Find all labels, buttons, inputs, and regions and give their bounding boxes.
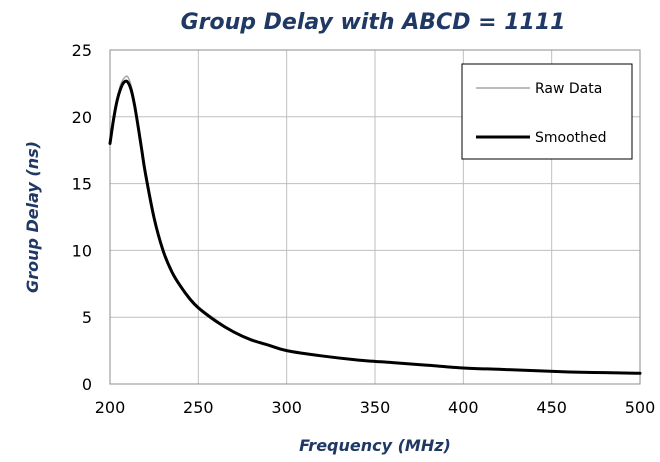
y-tick-label: 10	[72, 241, 92, 260]
x-tick-label: 250	[183, 398, 214, 417]
x-tick-label: 500	[625, 398, 656, 417]
x-axis-title: Frequency (MHz)	[299, 436, 451, 455]
legend-label-smoothed: Smoothed	[535, 130, 607, 146]
legend: Raw Data Smoothed	[461, 63, 633, 160]
plot-area-border	[109, 49, 641, 385]
x-tick-labels: 200 250 300 350 400 450 500	[95, 398, 656, 417]
series-lines	[108, 75, 642, 375]
chart-title: Group Delay with ABCD = 1111	[181, 10, 566, 35]
legend-box	[461, 63, 633, 160]
y-tick-label: 20	[72, 108, 92, 127]
y-tick-label: 25	[72, 41, 92, 60]
x-tick-label: 200	[95, 398, 126, 417]
series-line-smoothed	[108, 79, 642, 375]
y-tick-labels: 0 5 10 15 20 25	[72, 41, 92, 394]
y-axis-title: Group Delay (ns)	[23, 141, 42, 293]
x-tick-label: 350	[360, 398, 391, 417]
y-tick-label: 0	[82, 375, 92, 394]
x-tick-label: 450	[536, 398, 567, 417]
y-tick-label: 15	[72, 175, 92, 194]
x-tick-label: 400	[448, 398, 479, 417]
x-tick-label: 300	[271, 398, 302, 417]
legend-label-raw-data: Raw Data	[535, 81, 602, 97]
y-tick-label: 5	[82, 308, 92, 327]
